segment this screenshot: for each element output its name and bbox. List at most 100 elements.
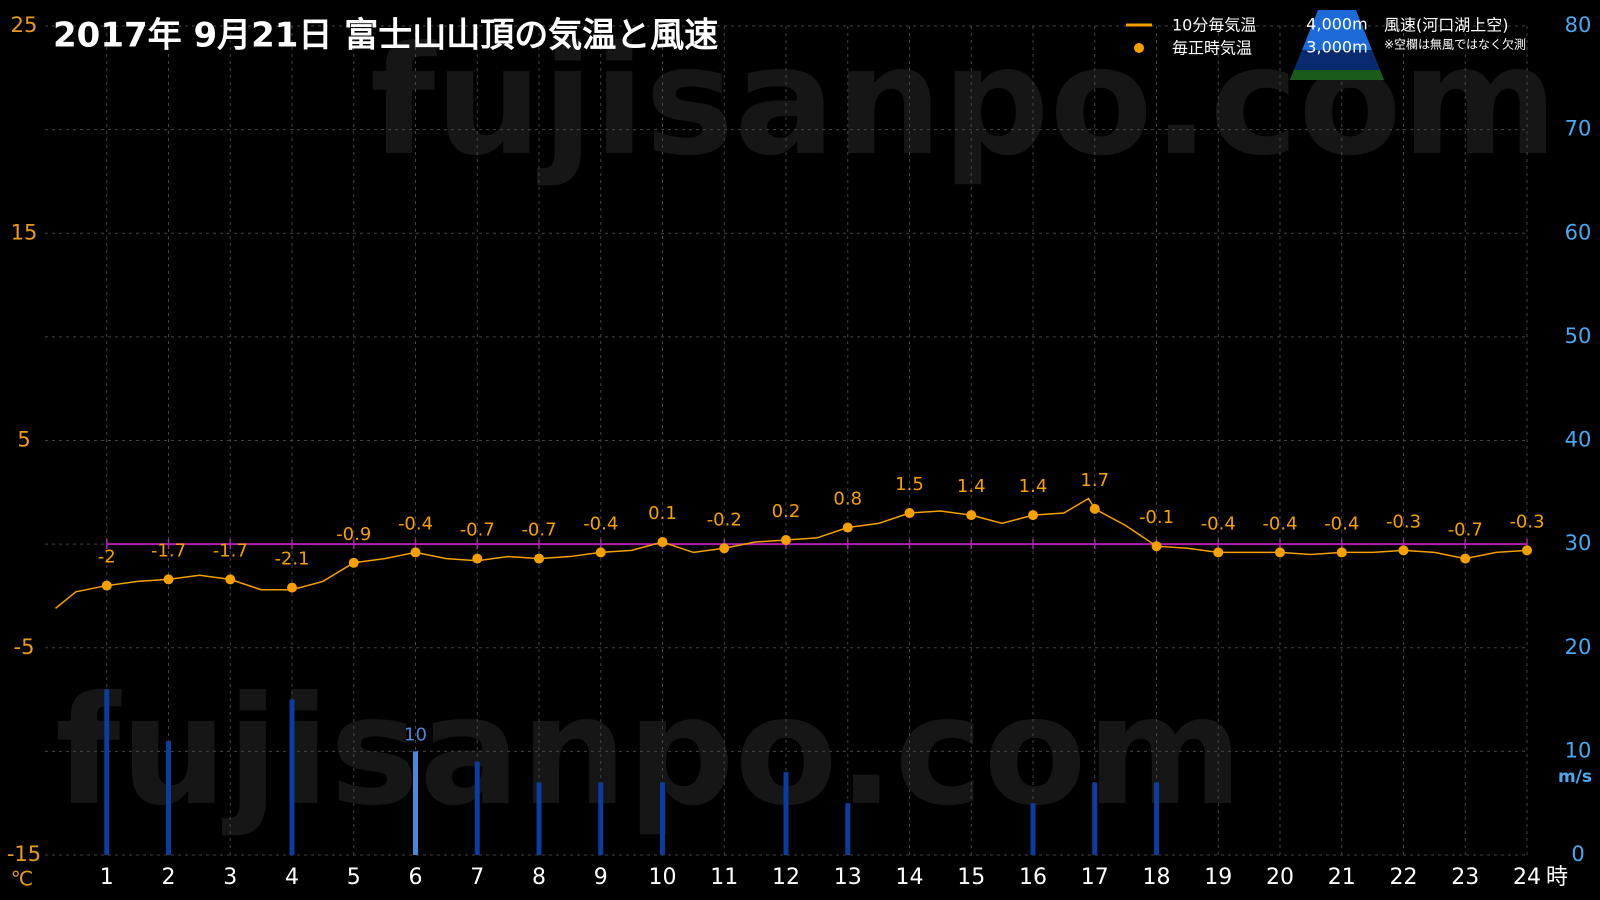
- inset-label: 4,000m: [1306, 15, 1367, 34]
- wind-bar: [598, 782, 604, 855]
- data-label: 1.4: [957, 476, 986, 497]
- data-label: -0.9: [336, 524, 371, 545]
- mountain-band: [1294, 50, 1380, 70]
- temperature-dot: [348, 557, 359, 568]
- data-label: 1.5: [895, 474, 924, 495]
- temperature-dot: [1089, 503, 1100, 514]
- temperature-dot: [966, 510, 977, 521]
- data-label: -0.7: [460, 520, 495, 541]
- temperature-dot: [781, 534, 791, 545]
- chart-title: 2017年 9月21日 富士山山頂の気温と風速: [53, 16, 718, 56]
- data-label: 1.4: [1019, 476, 1048, 497]
- x-tick-label: 22: [1390, 865, 1418, 890]
- temperature-dot: [842, 522, 853, 533]
- x-tick-label: 16: [1019, 865, 1047, 890]
- x-tick-label: 18: [1143, 865, 1171, 890]
- y2-tick-label: 70: [1565, 117, 1592, 141]
- watermark: fujisanpo.com: [55, 665, 1243, 839]
- temperature-dot: [534, 553, 544, 564]
- data-label: -1.7: [151, 540, 186, 561]
- data-label: -0.3: [1509, 511, 1544, 532]
- x-tick-label: 19: [1204, 865, 1232, 890]
- data-label: 1.7: [1080, 470, 1109, 491]
- y2-tick-label: 20: [1565, 635, 1592, 659]
- temperature-dot: [101, 580, 112, 591]
- legend-dot-swatch: [1134, 43, 1144, 53]
- data-label: -0.3: [1386, 511, 1421, 532]
- wind-bar: [1154, 782, 1159, 855]
- wind-bar: [845, 803, 851, 855]
- x-tick-label: 24: [1513, 865, 1541, 890]
- temperature-dot: [163, 574, 174, 585]
- temperature-dot: [1151, 541, 1162, 552]
- y-axis-unit: ℃: [11, 867, 33, 891]
- y2-axis-unit: m/s: [1558, 767, 1592, 787]
- x-tick-label: 5: [347, 865, 361, 890]
- wind-bar: [783, 772, 789, 855]
- temperature-dot: [657, 537, 668, 548]
- inset-note: ※空欄は無風ではなく欠測: [1384, 37, 1526, 52]
- temperature-dot: [1028, 510, 1038, 521]
- data-label: -0.2: [707, 509, 742, 530]
- x-tick-label: 21: [1328, 865, 1356, 890]
- data-label: -0.7: [1448, 520, 1483, 541]
- data-label: -0.4: [583, 513, 618, 534]
- y-tick-label: 15: [11, 220, 38, 244]
- temperature-dot: [595, 547, 606, 558]
- y-tick-label: -15: [7, 842, 41, 866]
- y2-tick-label: 60: [1565, 220, 1592, 244]
- x-tick-label: 1: [100, 865, 114, 890]
- data-label: -0.4: [1201, 513, 1236, 534]
- wind-bar: [536, 782, 542, 855]
- y-tick-label: -5: [14, 635, 35, 659]
- x-axis-unit: 時: [1546, 865, 1568, 890]
- temperature-dot: [1213, 547, 1224, 558]
- wind-bar: [289, 699, 295, 855]
- data-label: 10: [404, 724, 427, 745]
- temperature-dot: [904, 508, 915, 519]
- temperature-dot: [1460, 553, 1471, 564]
- x-tick-label: 8: [532, 865, 546, 890]
- x-tick-label: 13: [834, 865, 862, 890]
- x-tick-label: 12: [772, 865, 800, 890]
- temperature-dot: [1336, 547, 1347, 558]
- legend: 10分毎気温 毎正時気温 4,000m 3,000m 風速(河口湖上空) ※空欄…: [1126, 10, 1526, 80]
- y2-tick-label: 10: [1565, 738, 1592, 762]
- wind-bar: [413, 751, 418, 855]
- wind-bar: [166, 741, 171, 855]
- data-label: -2: [98, 547, 116, 568]
- x-tick-label: 7: [470, 865, 484, 890]
- y-tick-label: 25: [11, 13, 38, 37]
- temperature-dot: [225, 574, 236, 585]
- wind-bar: [1092, 782, 1098, 855]
- x-tick-label: 23: [1451, 865, 1479, 890]
- x-tick-label: 15: [957, 865, 985, 890]
- x-tick-label: 20: [1266, 865, 1294, 890]
- legend-label: 毎正時気温: [1172, 39, 1252, 58]
- y2-tick-label: 50: [1565, 324, 1592, 348]
- x-tick-label: 14: [896, 865, 924, 890]
- x-tick-label: 9: [594, 865, 608, 890]
- data-label: 0.8: [833, 489, 862, 510]
- data-label: -0.4: [1324, 513, 1359, 534]
- temperature-dot: [287, 582, 297, 593]
- data-label: 0.1: [648, 503, 677, 524]
- temperature-line: [55, 497, 1528, 609]
- y-tick-label: 5: [17, 428, 30, 452]
- legend-label: 風速(河口湖上空): [1384, 16, 1509, 35]
- x-tick-label: 10: [649, 865, 677, 890]
- x-tick-label: 2: [162, 865, 176, 890]
- data-label: 0.2: [772, 501, 801, 522]
- y2-tick-label: 80: [1565, 13, 1592, 37]
- temperature-dot: [410, 547, 421, 558]
- temperature-dot: [1398, 545, 1409, 556]
- x-tick-label: 11: [710, 865, 738, 890]
- y2-tick-label: 40: [1565, 428, 1592, 452]
- x-tick-label: 4: [285, 865, 299, 890]
- y2-tick-label: 0: [1571, 842, 1584, 866]
- temperature-dot: [719, 543, 730, 554]
- wind-bar: [104, 689, 110, 855]
- data-label: -0.4: [1262, 513, 1297, 534]
